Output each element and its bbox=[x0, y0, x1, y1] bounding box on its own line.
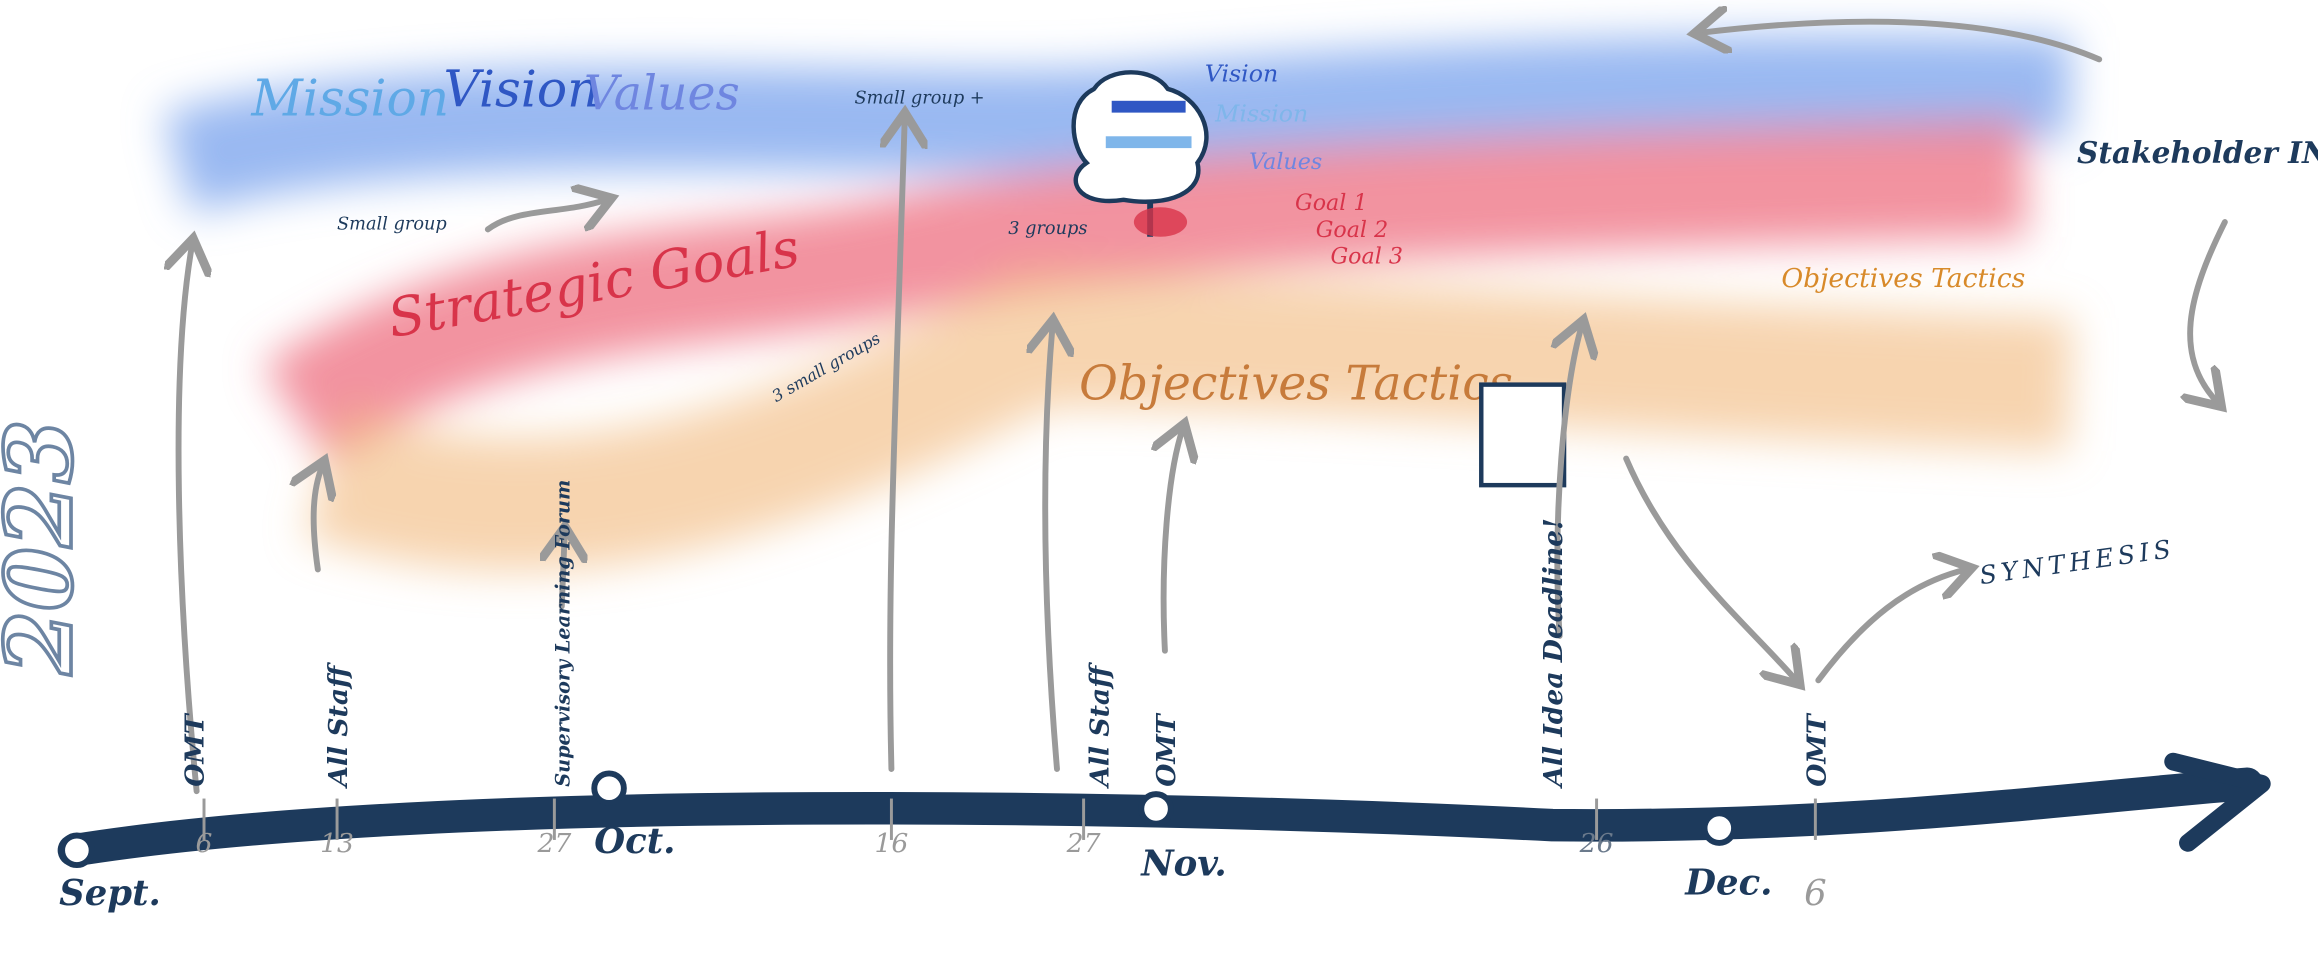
calendar-icon bbox=[1479, 382, 1567, 488]
out-mission: Mission bbox=[1214, 99, 1308, 127]
date-label: 6 bbox=[196, 828, 213, 859]
date-label: 27 bbox=[1066, 828, 1101, 859]
month-marker bbox=[591, 770, 627, 806]
mvv-mission: Mission bbox=[250, 69, 449, 128]
event-label: All Idea Deadline! bbox=[1538, 518, 1569, 789]
flow-arrows bbox=[179, 22, 2228, 795]
out-vision: Vision bbox=[1205, 60, 1278, 88]
month-marker bbox=[59, 832, 95, 869]
event-label: All Staff bbox=[323, 662, 354, 790]
three-groups: 3 groups bbox=[1008, 219, 1087, 239]
tree-icon bbox=[1071, 70, 1209, 237]
stakeholder-input: Stakeholder INPUT bbox=[2077, 135, 2318, 170]
objectives-tactics-small: Objectives Tactics bbox=[1781, 263, 2025, 294]
month-label: Oct. bbox=[594, 821, 675, 862]
mvv-values: Values bbox=[584, 67, 740, 122]
objectives-tactics-title: Objectives Tactics bbox=[1079, 356, 1513, 411]
date-label: 26 bbox=[1579, 828, 1614, 859]
goal-2: Goal 2 bbox=[1316, 217, 1388, 243]
event-label: All Staff bbox=[1084, 662, 1115, 790]
month-label: Dec. bbox=[1684, 863, 1772, 904]
small-group-plus: Small group + bbox=[854, 89, 984, 109]
synthesis: SYNTHESIS bbox=[1978, 534, 2177, 590]
goal-3: Goal 3 bbox=[1330, 243, 1402, 269]
date-label: 6 bbox=[1804, 873, 1827, 914]
goal-1: Goal 1 bbox=[1295, 190, 1367, 216]
date-label: 16 bbox=[875, 828, 909, 859]
small-group: Small group bbox=[337, 214, 447, 234]
year: 2023 bbox=[0, 420, 93, 676]
timeline: Sept. Oct. Nov. Dec. 6 13 27 16 27 26 6 OMT All Staf… bbox=[59, 480, 1832, 914]
date-label: 27 bbox=[536, 828, 571, 859]
timeline-arrowhead bbox=[2164, 752, 2271, 852]
event-label: OMT bbox=[1801, 712, 1832, 787]
timeline-arrow bbox=[57, 767, 2264, 867]
month-label: Nov. bbox=[1140, 843, 1226, 884]
event-label: Supervisory Learning Forum bbox=[552, 480, 575, 787]
out-values: Values bbox=[1249, 149, 1322, 175]
date-label: 13 bbox=[320, 828, 354, 859]
month-label: Sept. bbox=[59, 873, 161, 914]
month-marker bbox=[1701, 810, 1738, 846]
event-label: OMT bbox=[180, 712, 211, 787]
event-label: OMT bbox=[1151, 712, 1182, 787]
mvv-vision: Vision bbox=[443, 60, 599, 119]
month-marker bbox=[1138, 791, 1174, 827]
